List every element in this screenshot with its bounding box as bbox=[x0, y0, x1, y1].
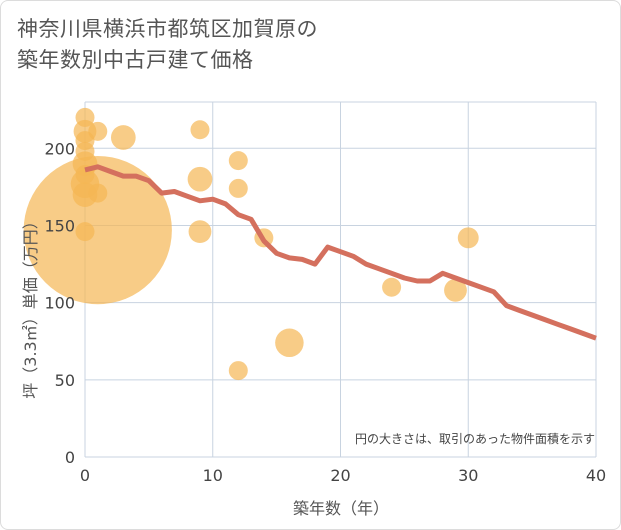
bubble-point bbox=[23, 156, 172, 305]
x-tick-label: 40 bbox=[586, 466, 606, 485]
x-tick-label: 0 bbox=[80, 466, 90, 485]
x-tick-label: 10 bbox=[203, 466, 223, 485]
x-tick-label: 20 bbox=[330, 466, 350, 485]
y-tick-label: 0 bbox=[65, 448, 75, 467]
y-tick-label: 100 bbox=[44, 294, 75, 313]
trend-line-layer bbox=[84, 164, 597, 341]
bubble-point bbox=[187, 166, 213, 192]
bubble-point bbox=[75, 222, 95, 242]
y-tick-labels: 0 50 100 150 200 bbox=[44, 139, 75, 467]
bubble-point bbox=[228, 178, 248, 198]
bubble-size-note: 円の大きさは、取引のあった物件面積を示す bbox=[355, 431, 595, 446]
bubble-point bbox=[228, 151, 248, 171]
y-tick-label: 200 bbox=[44, 139, 75, 158]
bubble-point bbox=[457, 227, 479, 249]
bubble-point bbox=[88, 183, 108, 203]
bubble-point bbox=[444, 278, 467, 302]
bubble-point bbox=[110, 125, 136, 150]
chart-title-line1: 神奈川県横浜市都筑区加賀原の bbox=[17, 17, 318, 41]
bubble-point bbox=[88, 121, 108, 141]
chart-title-line2: 築年数別中古戸建て価格 bbox=[17, 48, 254, 72]
grid-lines bbox=[84, 101, 597, 458]
bubble-point bbox=[228, 361, 248, 381]
bubble-point bbox=[75, 141, 95, 161]
trend-line bbox=[84, 164, 597, 341]
bubble-point bbox=[382, 277, 402, 297]
bubble-point bbox=[188, 220, 212, 244]
y-tick-label: 150 bbox=[44, 216, 75, 235]
y-axis-title: 坪（3.3㎡）単価（万円） bbox=[21, 213, 40, 398]
x-axis-title: 築年数（年） bbox=[293, 499, 389, 518]
bubble-point bbox=[275, 328, 304, 358]
bubble-point bbox=[75, 107, 95, 127]
x-tick-labels: 0 10 20 30 40 bbox=[80, 466, 606, 485]
chart-title: 神奈川県横浜市都筑区加賀原の 築年数別中古戸建て価格 bbox=[17, 14, 318, 76]
x-tick-label: 30 bbox=[458, 466, 478, 485]
y-tick-label: 50 bbox=[55, 371, 75, 390]
bubble-layer bbox=[23, 107, 479, 381]
bubble-point bbox=[190, 120, 210, 140]
